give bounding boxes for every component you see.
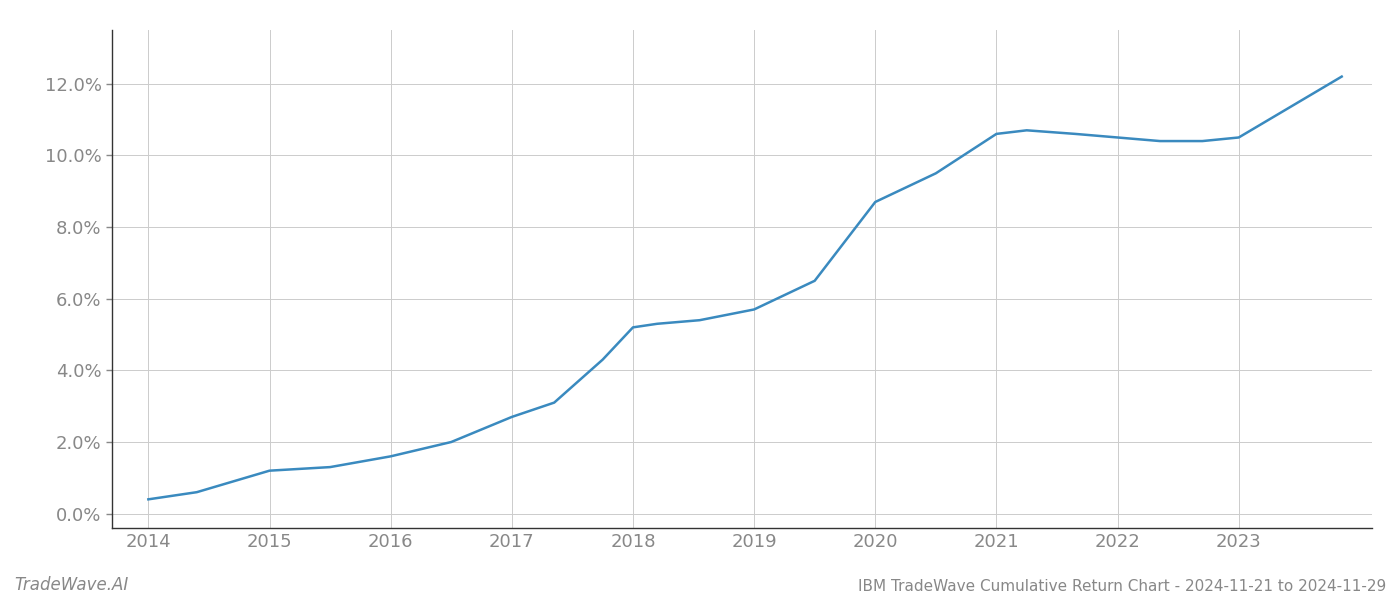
Text: TradeWave.AI: TradeWave.AI: [14, 576, 129, 594]
Text: IBM TradeWave Cumulative Return Chart - 2024-11-21 to 2024-11-29: IBM TradeWave Cumulative Return Chart - …: [858, 579, 1386, 594]
